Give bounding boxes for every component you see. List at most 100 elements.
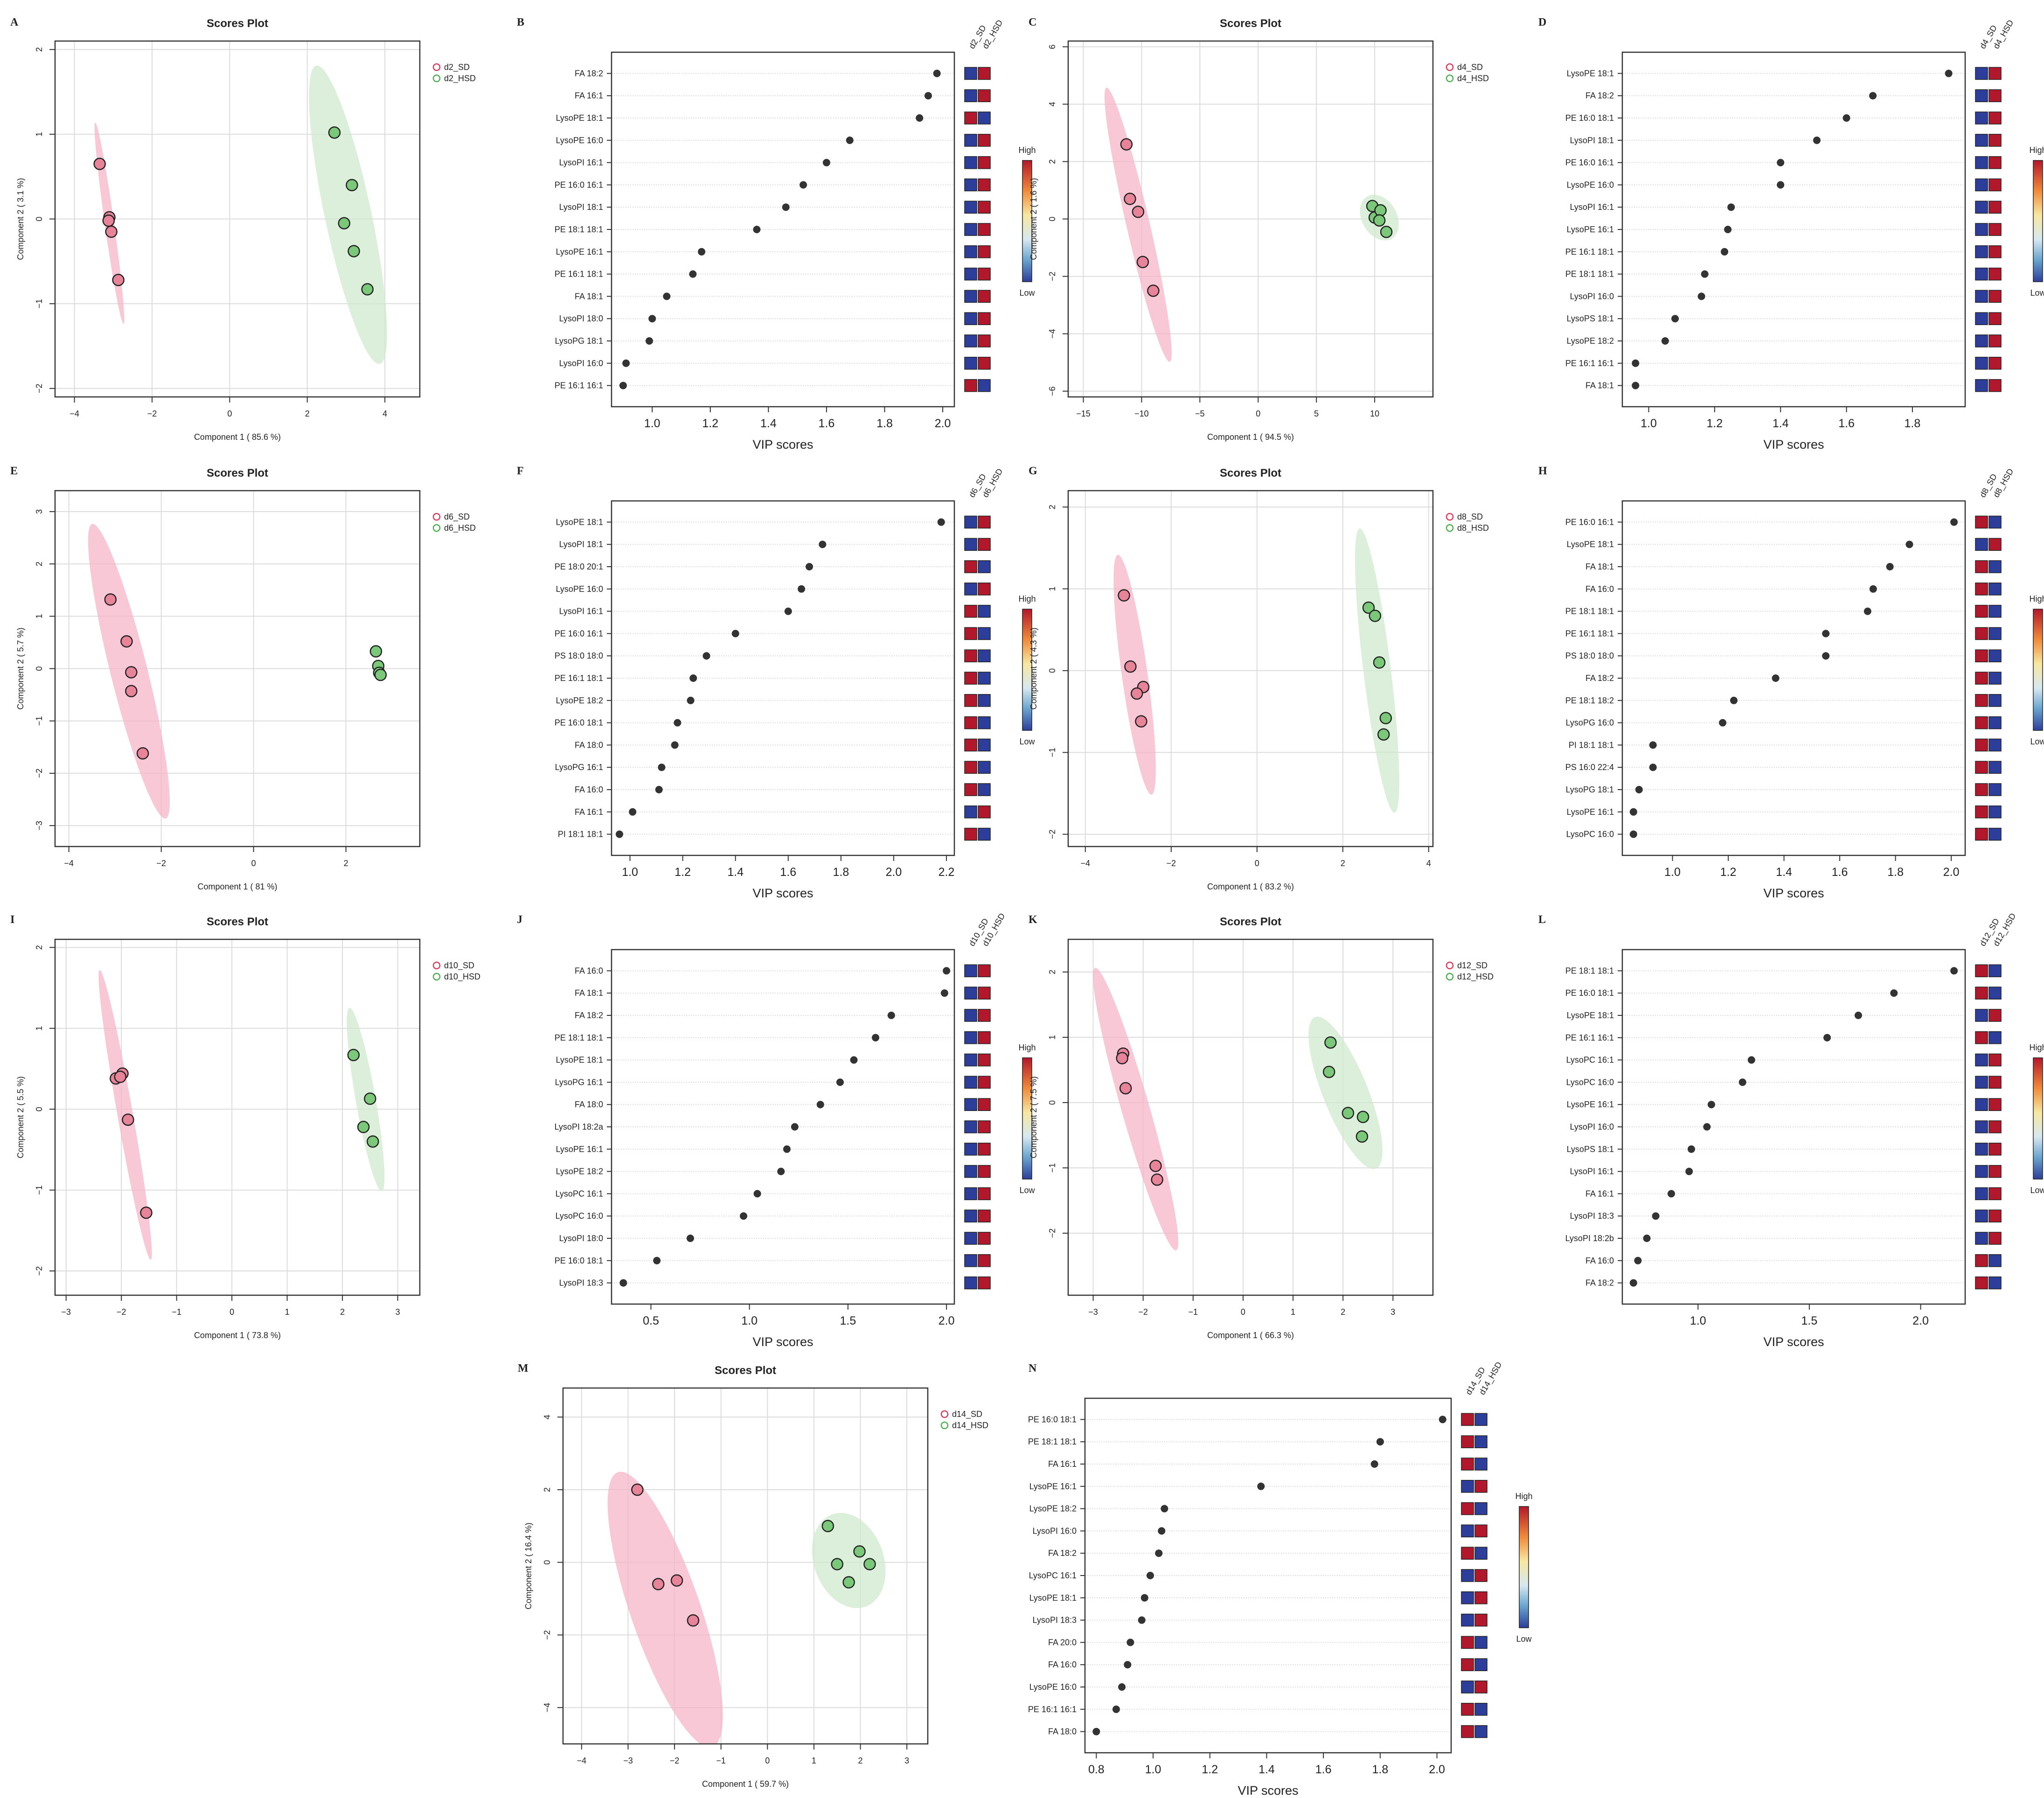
vip-point	[1155, 1549, 1163, 1557]
sd-heat-cell	[1975, 312, 1988, 325]
y-tick-label: 0	[35, 1107, 44, 1111]
hsd-heat-cell	[978, 964, 991, 978]
plot-title: Scores Plot	[1220, 467, 1281, 479]
vip-point	[783, 1145, 791, 1153]
hsd-heat-cell	[978, 805, 991, 819]
vip-point	[1661, 337, 1669, 345]
hsd-heat-cell	[978, 1120, 991, 1133]
vip-point	[1950, 967, 1958, 975]
x-tick-label: 3	[1390, 1307, 1395, 1317]
hsd-data-point	[369, 645, 382, 658]
lipid-label: LysoPG 18:1	[555, 336, 603, 346]
hsd-heat-cell	[978, 672, 991, 685]
sd-heat-cell	[1975, 515, 1988, 529]
sd-heat-cell	[1975, 156, 1988, 169]
y-tick-label: 2	[35, 562, 44, 566]
sd-heat-cell	[1975, 672, 1988, 685]
hsd-heat-cell	[978, 1165, 991, 1178]
lipid-label: FA 16:1	[575, 807, 603, 817]
sd-heat-cell	[964, 89, 977, 102]
vip-point	[1118, 1683, 1126, 1691]
x-tick-label: 10	[1370, 409, 1379, 418]
y-axis-label: Component 2 ( 5.7 %)	[16, 627, 25, 709]
vip-point	[653, 1257, 661, 1264]
lipid-label: PE 16:0 18:1	[555, 1256, 603, 1265]
sd-heat-cell	[964, 178, 977, 192]
sd-heat-cell	[1975, 964, 1988, 978]
vip-point	[1701, 270, 1709, 278]
x-tick-label: −1	[716, 1756, 726, 1765]
lipid-label: PE 18:1 18:1	[1565, 270, 1614, 279]
vip-point	[731, 630, 739, 638]
x-tick-label: 1.8	[1887, 866, 1904, 879]
color-scale-bar	[2033, 609, 2043, 731]
sd-heat-cell	[964, 649, 977, 662]
vip-point	[1629, 808, 1637, 816]
legend-sd-label: d10_SD	[444, 961, 474, 971]
vip-point	[1703, 1123, 1711, 1131]
hsd-data-point	[1377, 728, 1390, 741]
hsd-heat-cell	[978, 357, 991, 370]
sd-heat-cell	[1975, 627, 1988, 640]
vip-point	[1635, 785, 1643, 793]
sd-heat-cell	[964, 827, 977, 841]
lipid-label: LysoPE 16:1	[1567, 807, 1614, 817]
y-tick-label: −2	[1048, 271, 1057, 281]
vip-point	[655, 785, 663, 793]
hsd-heat-cell	[978, 1053, 991, 1067]
vip-point	[1652, 1212, 1660, 1220]
y-tick-label: 2	[35, 47, 44, 52]
vip-point	[822, 159, 830, 167]
hsd-heat-cell	[1988, 1053, 2002, 1067]
hsd-heat-cell	[1988, 716, 2002, 729]
hsd-data-point	[348, 245, 360, 257]
lipid-label: LysoPG 16:1	[555, 1077, 603, 1087]
panel-letter: G	[1029, 465, 1037, 477]
y-tick-label: −1	[1048, 748, 1057, 757]
hsd-heat-cell	[978, 1031, 991, 1044]
sd-data-point	[125, 666, 138, 679]
x-tick-label: 2	[1341, 1307, 1345, 1317]
vip-point	[937, 518, 945, 526]
sd-heat-cell	[1975, 89, 1988, 102]
lipid-label: PE 16:0 16:1	[555, 629, 603, 638]
vip-point	[1823, 1034, 1831, 1041]
sd-heat-cell	[1975, 986, 1988, 1000]
lipid-label: LysoPE 18:2	[556, 1167, 603, 1176]
sd-heat-cell	[964, 1165, 977, 1178]
vip-point	[816, 1101, 824, 1109]
sd-heat-cell	[1975, 1098, 1988, 1111]
sd-data-point	[1135, 715, 1147, 728]
panel-letter: F	[517, 465, 524, 477]
hsd-data-point	[1369, 610, 1382, 622]
sd-data-point	[120, 635, 133, 648]
lipid-label: LysoPC 16:0	[1566, 830, 1614, 839]
lipid-label: PE 16:0 18:1	[1028, 1415, 1077, 1424]
vip-point	[1126, 1638, 1134, 1646]
vip-point	[782, 203, 790, 211]
lipid-label: PE 16:1 16:1	[1565, 359, 1614, 368]
ellipse-layer	[1093, 968, 1383, 1250]
vip-point	[1376, 1438, 1384, 1446]
y-tick-label: 0	[1048, 668, 1057, 673]
hsd-heat-cell	[978, 1209, 991, 1222]
sd-heat-cell	[1975, 290, 1988, 303]
hsd-heat-cell	[978, 134, 991, 147]
sd-heat-cell	[964, 223, 977, 236]
sd-data-point	[105, 225, 118, 238]
lipid-label: LysoPE 18:1	[556, 1055, 603, 1065]
hsd-heat-cell	[978, 67, 991, 80]
ellipse-layer	[607, 1472, 886, 1744]
vip-point	[1772, 674, 1780, 682]
scale-high-label: High	[1018, 1043, 1036, 1052]
hsd-confidence-ellipse	[812, 1513, 886, 1608]
lipid-label: FA 18:1	[1585, 381, 1614, 390]
legend-sd-label: d4_SD	[1457, 62, 1483, 72]
lipid-label: LysoPI 18:3	[559, 1278, 603, 1288]
sd-heat-cell	[1461, 1502, 1474, 1515]
hsd-heat-cell	[978, 986, 991, 1000]
x-tick-label: 1.2	[702, 417, 718, 430]
sd-heat-cell	[964, 1076, 977, 1089]
lipid-label: LysoPS 18:1	[1567, 1145, 1614, 1154]
y-tick-label: 1	[1048, 1035, 1057, 1040]
